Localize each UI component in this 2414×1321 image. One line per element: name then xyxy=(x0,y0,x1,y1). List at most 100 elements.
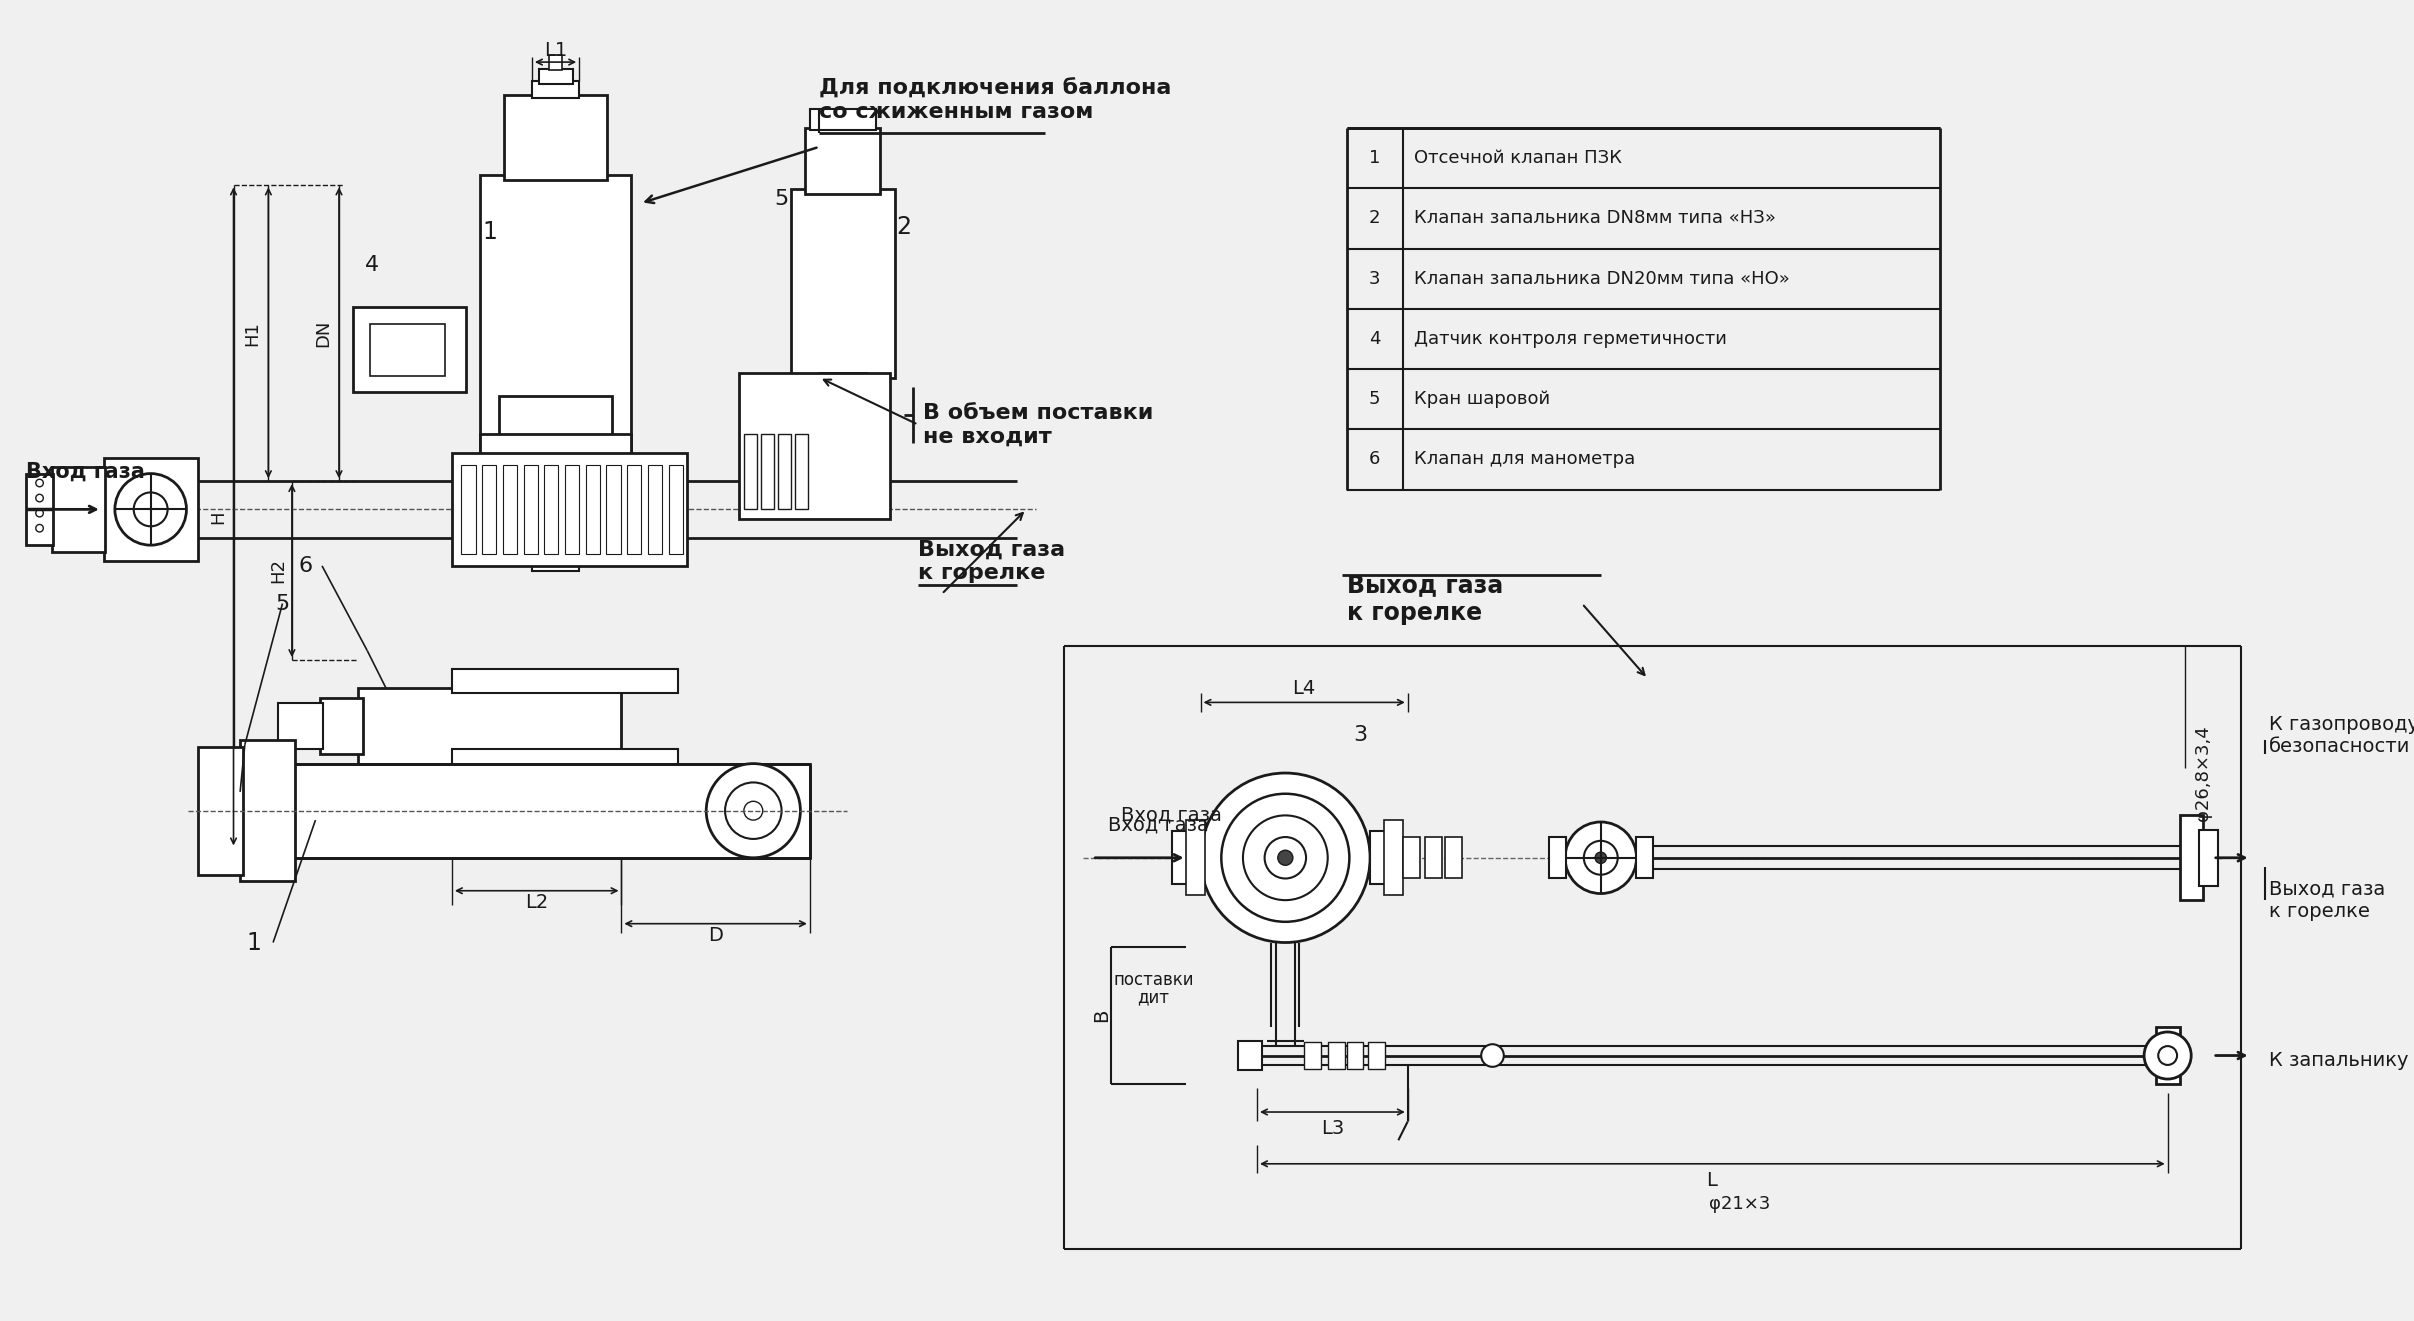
Circle shape xyxy=(1265,838,1306,878)
Bar xyxy=(760,435,775,510)
Text: 5: 5 xyxy=(1369,390,1381,408)
Bar xyxy=(1369,1042,1386,1069)
Bar xyxy=(543,465,558,553)
Text: 4: 4 xyxy=(365,255,379,275)
Circle shape xyxy=(133,493,167,526)
Bar xyxy=(292,764,809,857)
Circle shape xyxy=(36,480,43,486)
Circle shape xyxy=(724,782,782,839)
Text: L1: L1 xyxy=(543,41,567,61)
Text: DN: DN xyxy=(314,320,333,347)
Bar xyxy=(1403,838,1419,878)
Text: L: L xyxy=(1707,1172,1716,1190)
Text: B: B xyxy=(1091,1008,1110,1021)
Bar xyxy=(531,514,579,571)
Bar xyxy=(524,465,538,553)
Bar xyxy=(321,697,362,754)
Circle shape xyxy=(116,474,186,546)
Circle shape xyxy=(1596,852,1605,864)
Bar xyxy=(1424,838,1441,878)
Bar xyxy=(1304,1042,1320,1069)
Bar xyxy=(538,69,572,83)
Bar xyxy=(27,474,53,546)
Bar xyxy=(461,465,476,553)
Text: L3: L3 xyxy=(1320,1119,1345,1139)
Text: В объем поставки
не входит: В объем поставки не входит xyxy=(922,403,1154,446)
Text: Клапан для манометра: Клапан для манометра xyxy=(1415,450,1637,469)
Circle shape xyxy=(36,510,43,517)
Bar xyxy=(1328,1042,1345,1069)
Text: Датчик контроля герметичности: Датчик контроля герметичности xyxy=(1415,330,1726,347)
Text: поставки: поставки xyxy=(1113,971,1195,989)
Circle shape xyxy=(1564,822,1637,893)
Circle shape xyxy=(707,764,801,857)
Text: Выход газа
к горелке: Выход газа к горелке xyxy=(917,539,1065,583)
Bar xyxy=(548,55,562,70)
Text: Клапан запальника DN20мм типа «НО»: Клапан запальника DN20мм типа «НО» xyxy=(1415,269,1791,288)
Circle shape xyxy=(2158,1046,2177,1065)
Circle shape xyxy=(2144,1032,2192,1079)
Bar xyxy=(451,453,688,565)
Text: H1: H1 xyxy=(244,321,261,346)
Text: φ26,8×3,4: φ26,8×3,4 xyxy=(2194,725,2214,820)
Text: 2: 2 xyxy=(1369,210,1381,227)
Text: L4: L4 xyxy=(1291,679,1316,697)
Circle shape xyxy=(1221,794,1349,922)
Text: Вход газа: Вход газа xyxy=(1108,815,1209,835)
Bar xyxy=(278,703,323,749)
Bar xyxy=(628,465,642,553)
Text: Кран шаровой: Кран шаровой xyxy=(1415,390,1550,408)
Text: дит: дит xyxy=(1137,988,1168,1007)
Bar xyxy=(1347,1042,1364,1069)
Bar xyxy=(669,465,683,553)
Bar xyxy=(739,373,891,519)
Text: Для подключения баллона
со сжиженным газом: Для подключения баллона со сжиженным газ… xyxy=(818,78,1171,122)
Bar xyxy=(369,324,447,375)
Circle shape xyxy=(744,802,763,820)
Bar xyxy=(565,465,579,553)
Text: φ21×3: φ21×3 xyxy=(1709,1196,1772,1213)
Bar xyxy=(818,373,867,486)
Text: H: H xyxy=(210,510,227,523)
Bar xyxy=(792,189,896,378)
Bar xyxy=(1383,820,1403,896)
Circle shape xyxy=(36,494,43,502)
Bar xyxy=(744,435,758,510)
Bar xyxy=(239,740,295,881)
Bar xyxy=(1185,820,1205,896)
Bar xyxy=(483,465,497,553)
Bar xyxy=(505,95,608,180)
Text: 5: 5 xyxy=(775,189,789,209)
Bar xyxy=(352,306,466,391)
Text: 1: 1 xyxy=(483,219,497,243)
Bar xyxy=(2156,1028,2180,1083)
Bar xyxy=(2180,815,2204,900)
Bar xyxy=(451,670,678,694)
Bar xyxy=(1637,838,1654,878)
Bar xyxy=(587,465,599,553)
Bar xyxy=(1238,1041,1263,1070)
Bar xyxy=(500,396,613,453)
Bar xyxy=(1550,838,1567,878)
Circle shape xyxy=(36,524,43,532)
Text: К газопроводу
безопасности: К газопроводу безопасности xyxy=(2269,715,2414,756)
Text: Вход газа: Вход газа xyxy=(27,462,145,482)
Bar xyxy=(104,457,198,561)
Circle shape xyxy=(1482,1044,1504,1067)
Text: 4: 4 xyxy=(1369,330,1381,347)
Text: 2: 2 xyxy=(896,215,912,239)
Bar xyxy=(502,465,517,553)
Bar xyxy=(809,110,876,129)
Bar xyxy=(480,435,630,528)
Text: 3: 3 xyxy=(1369,269,1381,288)
Circle shape xyxy=(1200,773,1371,942)
Bar xyxy=(1446,838,1463,878)
Bar xyxy=(606,465,620,553)
Text: Клапан запальника DN8мм типа «НЗ»: Клапан запальника DN8мм типа «НЗ» xyxy=(1415,210,1777,227)
Text: D: D xyxy=(707,926,724,946)
Text: 3: 3 xyxy=(1354,725,1369,745)
Bar xyxy=(2199,830,2218,886)
Bar xyxy=(1173,831,1200,884)
Circle shape xyxy=(1243,815,1328,900)
Bar xyxy=(480,176,630,523)
